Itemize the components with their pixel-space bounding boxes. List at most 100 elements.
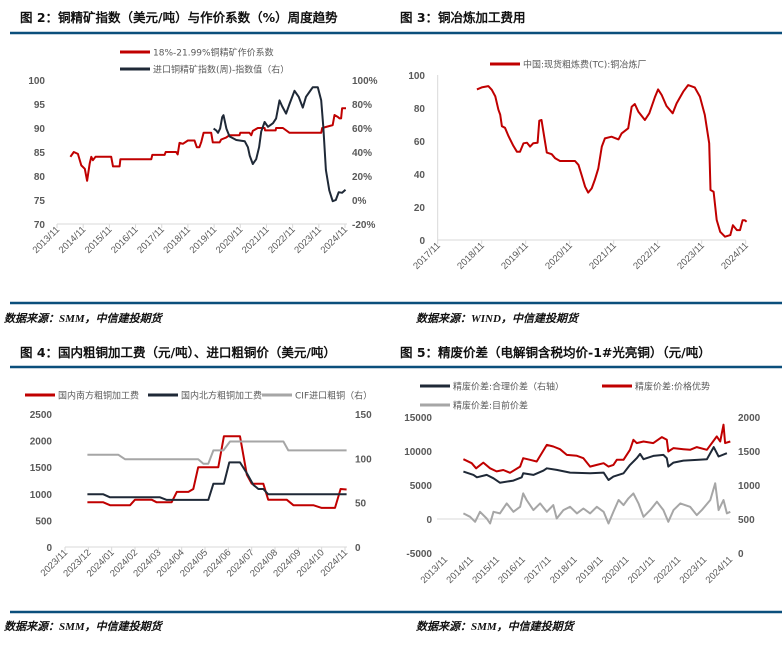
x-tick-label: 2023/11 xyxy=(292,224,324,256)
y-tick-label: 80 xyxy=(414,104,426,115)
x-tick-label: 2014/11 xyxy=(57,224,89,256)
y-tick-label: 0 xyxy=(46,543,52,554)
x-tick-label: 2014/11 xyxy=(444,554,476,586)
x-tick-label: 2016/11 xyxy=(109,224,141,256)
y2-tick-label: 2000 xyxy=(738,413,761,424)
legend-label: 精废价差:合理价差（右轴） xyxy=(453,381,564,393)
series-line-0 xyxy=(462,482,731,525)
legend-label: 精废价差:价格优势 xyxy=(635,381,710,393)
y2-tick-label: 0 xyxy=(738,549,744,560)
y-tick-label: 10000 xyxy=(404,447,432,458)
x-tick-label: 2021/11 xyxy=(240,224,272,256)
source-note: 数据来源：SMM，中信建投期货 xyxy=(4,620,164,633)
y2-tick-label: 1500 xyxy=(738,447,761,458)
y2-tick-label: 100% xyxy=(352,76,378,87)
x-tick-label: 2021/11 xyxy=(587,240,619,272)
series-line-1 xyxy=(87,461,347,501)
x-tick-label: 2024/11 xyxy=(719,240,751,272)
y-tick-label: 60 xyxy=(414,137,426,148)
x-tick-label: 2023/11 xyxy=(678,554,710,586)
x-tick-label: 2022/11 xyxy=(652,554,684,586)
x-tick-label: 2019/11 xyxy=(574,554,606,586)
x-tick-label: 2024/11 xyxy=(319,224,351,256)
y-tick-label: 40 xyxy=(414,170,426,181)
series-line-2 xyxy=(463,446,728,484)
y-tick-label: 100 xyxy=(408,71,425,82)
y2-tick-label: 1000 xyxy=(738,481,761,492)
x-tick-label: 2022/11 xyxy=(631,240,663,272)
legend-label: 中国:现货粗炼费(TC):铜冶炼厂 xyxy=(523,59,646,71)
y2-tick-label: 500 xyxy=(738,515,755,526)
x-tick-label: 2020/11 xyxy=(543,240,575,272)
x-tick-label: 2021/11 xyxy=(626,554,658,586)
y-tick-label: 1000 xyxy=(30,490,53,501)
legend-label: 18%-21.99%铜精矿作价系数 xyxy=(153,47,274,59)
source-note: 数据来源：SMM，中信建投期货 xyxy=(416,620,576,633)
y2-tick-label: 100 xyxy=(355,454,372,465)
y2-tick-label: 0 xyxy=(355,543,361,554)
y-tick-label: 2500 xyxy=(30,410,53,421)
x-tick-label: 2022/11 xyxy=(266,224,298,256)
y-tick-label: 5000 xyxy=(410,481,433,492)
chart-title: 图 2：铜精矿指数（美元/吨）与作价系数（%）周度趋势 xyxy=(20,10,338,25)
y-tick-label: 100 xyxy=(28,76,45,87)
y-tick-label: -5000 xyxy=(406,549,432,560)
series-line-2 xyxy=(87,440,347,465)
series-line-0 xyxy=(476,84,748,238)
y-tick-label: 80 xyxy=(34,172,46,183)
series-line-0 xyxy=(87,435,347,509)
y2-tick-label: -20% xyxy=(352,220,375,231)
legend-label: 国内北方粗铜加工费 xyxy=(181,390,262,402)
y2-tick-label: 0% xyxy=(352,196,367,207)
x-tick-label: 2020/11 xyxy=(214,224,246,256)
x-tick-label: 2018/11 xyxy=(548,554,580,586)
series-line-0 xyxy=(69,107,346,182)
x-tick-label: 2017/11 xyxy=(411,240,443,272)
x-tick-label: 2015/11 xyxy=(83,224,115,256)
x-tick-label: 2018/11 xyxy=(455,240,487,272)
y2-tick-label: 40% xyxy=(352,148,372,159)
legend-label: 精废价差:目前价差 xyxy=(453,400,528,412)
x-tick-label: 2019/11 xyxy=(499,240,531,272)
y-tick-label: 95 xyxy=(34,100,46,111)
x-tick-label: 2023/11 xyxy=(675,240,707,272)
chart-panel-4: 图 4：国内粗铜加工费（元/吨）、进口粗铜价（美元/吨） 数据来源：SMM，中信建… xyxy=(4,345,390,633)
series-line-1 xyxy=(213,86,347,203)
y-tick-label: 2000 xyxy=(30,437,53,448)
x-tick-label: 2016/11 xyxy=(496,554,528,586)
y-tick-label: 0 xyxy=(426,515,432,526)
chart-title: 图 4：国内粗铜加工费（元/吨）、进口粗铜价（美元/吨） xyxy=(20,345,336,360)
legend-label: CIF进口粗铜（右） xyxy=(295,390,372,402)
y-tick-label: 0 xyxy=(419,236,425,247)
y2-tick-label: 150 xyxy=(355,410,372,421)
y-tick-label: 500 xyxy=(35,516,52,527)
y2-tick-label: 50 xyxy=(355,499,367,510)
y2-tick-label: 20% xyxy=(352,172,372,183)
y-tick-label: 70 xyxy=(34,220,46,231)
legend-label: 国内南方粗铜加工费 xyxy=(58,390,139,402)
chart-panel-5: 图 5：精废价差（电解铜含税均价-1#光亮铜）（元/吨） 数据来源：SMM，中信建… xyxy=(390,345,782,633)
y-tick-label: 1500 xyxy=(30,463,53,474)
y2-tick-label: 60% xyxy=(352,124,372,135)
series-line-1 xyxy=(462,423,731,474)
x-tick-label: 2019/11 xyxy=(188,224,220,256)
x-tick-label: 2017/11 xyxy=(522,554,554,586)
x-tick-label: 2017/11 xyxy=(135,224,167,256)
source-note: 数据来源：WIND，中信建投期货 xyxy=(416,312,580,325)
x-tick-label: 2015/11 xyxy=(470,554,502,586)
y2-tick-label: 80% xyxy=(352,100,372,111)
y-tick-label: 75 xyxy=(34,196,46,207)
y-tick-label: 90 xyxy=(34,124,46,135)
x-tick-label: 2018/11 xyxy=(161,224,193,256)
legend-label: 进口铜精矿指数(周)-指数值（右） xyxy=(153,64,289,76)
source-note: 数据来源：SMM，中信建投期货 xyxy=(4,312,164,325)
x-tick-label: 2020/11 xyxy=(600,554,632,586)
x-tick-label: 2024/11 xyxy=(704,554,736,586)
chart-panel-2: 图 2：铜精矿指数（美元/吨）与作价系数（%）周度趋势数据来源：SMM，中信建投… xyxy=(4,10,390,325)
y-tick-label: 15000 xyxy=(404,413,432,424)
chart-title: 图 5：精废价差（电解铜含税均价-1#光亮铜）（元/吨） xyxy=(400,345,711,360)
chart-title: 图 3：铜冶炼加工费用 xyxy=(400,10,526,25)
